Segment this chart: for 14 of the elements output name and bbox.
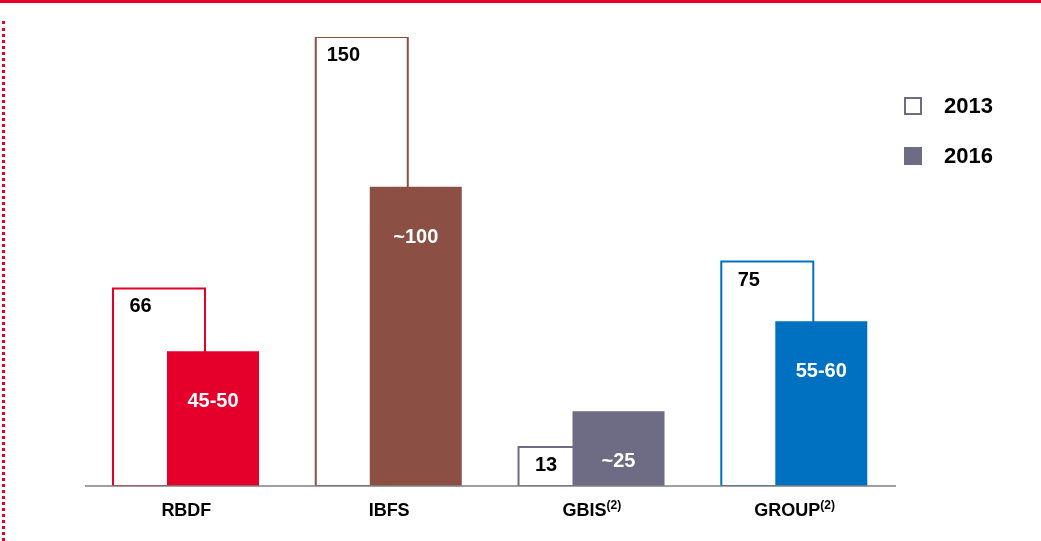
legend-label: 2016 <box>944 143 993 169</box>
data-label: 45-50 <box>187 389 239 412</box>
data-label: 75 <box>737 267 761 290</box>
legend-label: 2013 <box>944 93 993 119</box>
x-tick-label: GBIS$^{(2)}$ <box>562 497 622 520</box>
x-tick-label: IBFS <box>368 500 410 520</box>
x-tick-label: RBDF <box>161 500 212 520</box>
data-label: ~100 <box>393 224 439 247</box>
data-label: 55-60 <box>795 359 847 382</box>
x-tick-label: GROUP$^{(2)}$ <box>754 497 836 520</box>
data-label: 66 <box>129 294 152 317</box>
data-label: 150 <box>326 43 361 65</box>
data-label: 13 <box>535 453 558 476</box>
data-label: ~25 <box>601 449 636 472</box>
